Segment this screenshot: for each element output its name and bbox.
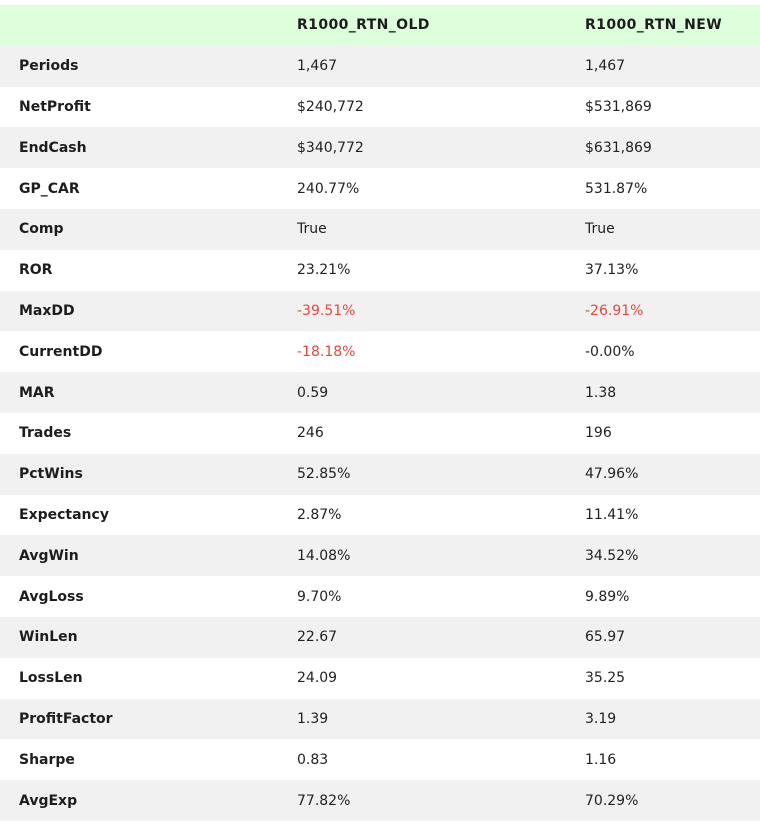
value-r1000-rtn-new: 196 xyxy=(585,425,612,442)
value-r1000-rtn-old: 77.82% xyxy=(297,792,351,809)
table-header: R1000_RTN_OLD R1000_RTN_NEW xyxy=(0,5,760,46)
metrics-table: R1000_RTN_OLD R1000_RTN_NEW Periods 1,467… xyxy=(0,5,760,821)
value-r1000-rtn-new: 1.38 xyxy=(585,384,617,401)
metric-name: EndCash xyxy=(19,139,87,156)
value-r1000-rtn-old: 24.09 xyxy=(297,670,338,687)
metric-name: AvgExp xyxy=(19,792,78,809)
table-row: LossLen 24.09 35.25 xyxy=(0,657,760,699)
value-r1000-rtn-old: 9.70% xyxy=(297,588,342,605)
table-row: MAR 0.59 1.38 xyxy=(0,372,760,413)
table-row: MaxDD -39.51% -26.91% xyxy=(0,290,760,332)
table-row: CurrentDD -18.18% -0.00% xyxy=(0,331,760,373)
value-r1000-rtn-new: $531,869 xyxy=(585,98,652,115)
table-row: Periods 1,467 1,467 xyxy=(0,45,760,87)
table-row: AvgExp 77.82% 70.29% xyxy=(0,780,760,821)
value-r1000-rtn-old: 0.83 xyxy=(297,751,329,768)
metric-name: ROR xyxy=(19,262,53,279)
table-row: GP_CAR 240.77% 531.87% xyxy=(0,168,760,209)
table-row: Comp True True xyxy=(0,208,760,250)
metric-name: Sharpe xyxy=(19,751,75,768)
value-r1000-rtn-old: 0.59 xyxy=(297,384,329,401)
metric-name: MaxDD xyxy=(19,302,75,319)
value-r1000-rtn-old: 246 xyxy=(297,425,324,442)
metric-name: Trades xyxy=(19,425,72,442)
value-r1000-rtn-old: -18.18% xyxy=(297,343,356,360)
value-r1000-rtn-new: 70.29% xyxy=(585,792,639,809)
table-row: Sharpe 0.83 1.16 xyxy=(0,739,760,781)
value-r1000-rtn-new: 3.19 xyxy=(585,710,617,727)
metric-name: MAR xyxy=(19,384,55,401)
value-r1000-rtn-old: $240,772 xyxy=(297,98,364,115)
metric-name: PctWins xyxy=(19,466,83,483)
value-r1000-rtn-new: 34.52% xyxy=(585,547,639,564)
value-r1000-rtn-old: 1,467 xyxy=(297,58,338,75)
metric-name: GP_CAR xyxy=(19,180,80,197)
value-r1000-rtn-new: 1.16 xyxy=(585,751,617,768)
metric-name: AvgWin xyxy=(19,547,79,564)
value-r1000-rtn-old: $340,772 xyxy=(297,139,364,156)
table-row: ProfitFactor 1.39 3.19 xyxy=(0,698,760,740)
table-row: PctWins 52.85% 47.96% xyxy=(0,453,760,495)
value-r1000-rtn-new: -0.00% xyxy=(585,343,635,360)
value-r1000-rtn-old: 22.67 xyxy=(297,629,338,646)
value-r1000-rtn-old: -39.51% xyxy=(297,302,356,319)
value-r1000-rtn-new: 11.41% xyxy=(585,506,639,523)
value-r1000-rtn-new: 65.97 xyxy=(585,629,626,646)
header-r1000-rtn-new: R1000_RTN_NEW xyxy=(585,17,723,34)
metric-name: LossLen xyxy=(19,670,83,687)
value-r1000-rtn-old: 14.08% xyxy=(297,547,351,564)
metric-name: CurrentDD xyxy=(19,343,103,360)
value-r1000-rtn-old: 1.39 xyxy=(297,710,329,727)
table-row: EndCash $340,772 $631,869 xyxy=(0,127,760,169)
value-r1000-rtn-new: 531.87% xyxy=(585,180,648,197)
value-r1000-rtn-new: 9.89% xyxy=(585,588,630,605)
value-r1000-rtn-old: 2.87% xyxy=(297,506,342,523)
value-r1000-rtn-new: 47.96% xyxy=(585,466,639,483)
value-r1000-rtn-old: 23.21% xyxy=(297,262,351,279)
metric-name: NetProfit xyxy=(19,98,91,115)
value-r1000-rtn-new: 35.25 xyxy=(585,670,626,687)
table-row: Trades 246 196 xyxy=(0,412,760,454)
value-r1000-rtn-old: 240.77% xyxy=(297,180,360,197)
table-body: Periods 1,467 1,467 NetProfit $240,772 $531,8… xyxy=(0,45,760,821)
value-r1000-rtn-new: 1,467 xyxy=(585,58,626,75)
header-row: R1000_RTN_OLD R1000_RTN_NEW xyxy=(0,5,760,46)
value-r1000-rtn-new: True xyxy=(585,221,615,238)
table-row: AvgWin 14.08% 34.52% xyxy=(0,535,760,577)
metric-name: WinLen xyxy=(19,629,78,646)
table-row: Expectancy 2.87% 11.41% xyxy=(0,494,760,536)
table-row: WinLen 22.67 65.97 xyxy=(0,616,760,658)
value-r1000-rtn-new: $631,869 xyxy=(585,139,652,156)
table-row: AvgLoss 9.70% 9.89% xyxy=(0,576,760,617)
metric-name: Periods xyxy=(19,58,79,75)
table-row: ROR 23.21% 37.13% xyxy=(0,249,760,291)
metric-name: Comp xyxy=(19,221,64,238)
value-r1000-rtn-new: -26.91% xyxy=(585,302,644,319)
metric-name: Expectancy xyxy=(19,506,109,523)
header-r1000-rtn-old: R1000_RTN_OLD xyxy=(297,17,430,34)
metric-name: ProfitFactor xyxy=(19,710,113,727)
value-r1000-rtn-old: True xyxy=(297,221,327,238)
value-r1000-rtn-new: 37.13% xyxy=(585,262,639,279)
header-metric xyxy=(0,5,278,46)
table-row: NetProfit $240,772 $531,869 xyxy=(0,86,760,128)
metric-name: AvgLoss xyxy=(19,588,84,605)
value-r1000-rtn-old: 52.85% xyxy=(297,466,351,483)
